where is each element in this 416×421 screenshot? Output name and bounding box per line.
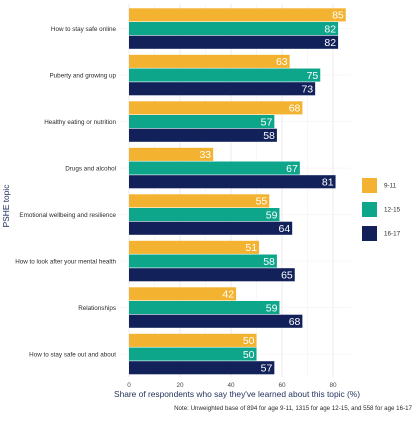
- category-label: How to look after your mental health: [15, 258, 116, 265]
- bars: 8582826375736857583367815559645158654259…: [129, 8, 346, 375]
- bar: [129, 175, 336, 189]
- bar-value-label: 57: [261, 116, 273, 128]
- bar-value-label: 33: [199, 149, 211, 161]
- bar: [129, 314, 303, 328]
- legend-label: 9-11: [384, 183, 397, 190]
- x-tick-label: 0: [127, 382, 131, 389]
- bar: [129, 287, 237, 301]
- bar: [129, 333, 257, 347]
- bar-value-label: 75: [307, 70, 319, 82]
- bar-value-label: 82: [324, 37, 336, 49]
- bar-value-label: 59: [266, 209, 278, 221]
- bar: [129, 115, 275, 129]
- bar-value-label: 73: [301, 84, 313, 96]
- bar: [129, 161, 300, 175]
- bar: [129, 254, 277, 268]
- bar-value-label: 57: [261, 363, 273, 375]
- bar: [129, 301, 280, 315]
- category-label: Puberty and growing up: [49, 72, 116, 79]
- bar-value-label: 42: [222, 289, 234, 301]
- bar: [129, 194, 270, 208]
- chart-note: Note: Unweighted base of 894 for age 9-1…: [174, 405, 412, 412]
- bar: [129, 221, 293, 235]
- bar: [129, 240, 260, 254]
- x-axis-ticks: 0 20 40 60 80: [127, 382, 337, 389]
- legend-swatch: [362, 178, 377, 193]
- bar: [129, 147, 214, 161]
- category-label: Healthy eating or nutrition: [44, 119, 116, 126]
- bar: [129, 35, 339, 49]
- bar: [129, 54, 290, 68]
- bar-value-label: 82: [324, 23, 336, 35]
- x-tick-label: 40: [227, 382, 235, 389]
- bar-value-label: 64: [279, 223, 291, 235]
- bar-value-label: 81: [322, 177, 334, 189]
- bar-value-label: 65: [281, 270, 293, 282]
- bar-value-label: 85: [332, 10, 344, 22]
- legend-swatch: [362, 226, 377, 241]
- bar-value-label: 50: [243, 335, 255, 347]
- y-axis-title: PSHE topic: [1, 185, 11, 228]
- category-label: How to stay safe out and about: [29, 351, 116, 358]
- bar: [129, 361, 275, 375]
- bar-value-label: 68: [289, 316, 301, 328]
- x-tick-label: 20: [176, 382, 184, 389]
- bar-value-label: 59: [266, 302, 278, 314]
- bar-value-label: 68: [289, 103, 301, 115]
- x-tick-label: 80: [329, 382, 337, 389]
- bar-value-label: 55: [256, 196, 268, 208]
- category-label: How to stay safe online: [51, 26, 117, 33]
- bar-value-label: 58: [263, 256, 275, 268]
- bar: [129, 208, 280, 222]
- bar: [129, 101, 303, 115]
- bar: [129, 68, 321, 82]
- category-label: Emotional wellbeing and resilience: [19, 212, 116, 219]
- bar-value-label: 67: [286, 163, 298, 175]
- bar: [129, 268, 295, 282]
- category-labels: How to stay safe online Puberty and growi…: [15, 26, 116, 359]
- x-tick-label: 60: [278, 382, 286, 389]
- bar: [129, 128, 277, 142]
- bar: [129, 347, 257, 361]
- legend: 9-11 12-15 16-17: [362, 178, 401, 241]
- bar-value-label: 58: [263, 130, 275, 142]
- category-label: Drugs and alcohol: [65, 165, 116, 172]
- category-label: Relationships: [78, 305, 116, 312]
- bar-value-label: 63: [276, 56, 288, 68]
- bar: [129, 82, 316, 96]
- bar: [129, 22, 339, 36]
- legend-swatch: [362, 202, 377, 217]
- bar-value-label: 51: [245, 242, 257, 254]
- x-axis-title: Share of respondents who say they've lea…: [114, 389, 360, 399]
- bar: [129, 8, 346, 22]
- bar-value-label: 50: [243, 349, 255, 361]
- legend-label: 16-17: [384, 231, 401, 238]
- legend-label: 12-15: [384, 207, 401, 214]
